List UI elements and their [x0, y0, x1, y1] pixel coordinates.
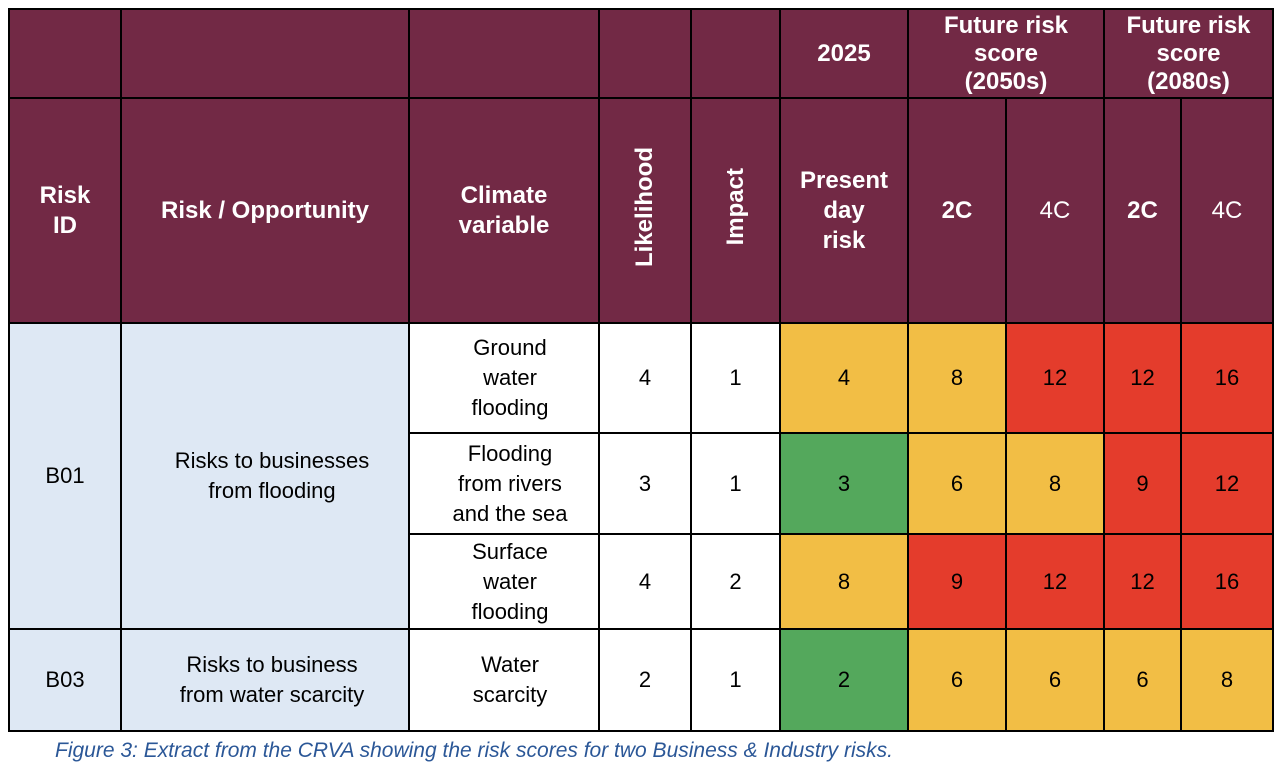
score-2080s-2c-cell: 6	[1103, 628, 1182, 732]
score-2050s-4c-cell: 8	[1005, 432, 1105, 535]
header-likelihood-label: Likelihood	[631, 146, 658, 267]
score-2050s-2c-cell: 9	[907, 533, 1007, 630]
present-day-risk-cell: 8	[779, 533, 909, 630]
header-empty-cell	[8, 8, 122, 99]
table-row: B03 Risks to business from water scarcit…	[8, 628, 1274, 732]
score-2080s-4c-cell: 12	[1180, 432, 1274, 535]
header-2080s-4c: 4C	[1180, 97, 1274, 324]
header-likelihood: Likelihood	[598, 97, 692, 324]
header-impact-label: Impact	[721, 167, 749, 246]
header-risk-id: Risk ID	[8, 97, 122, 324]
score-2050s-2c-cell: 8	[907, 322, 1007, 434]
header-2050s-2c: 2C	[907, 97, 1007, 324]
score-2080s-2c-cell: 12	[1103, 322, 1182, 434]
risk-opportunity-cell: Risks to businesses from flooding	[120, 322, 410, 630]
climate-variable-cell: Water scarcity	[408, 628, 600, 732]
risk-opportunity-cell: Risks to business from water scarcity	[120, 628, 410, 732]
impact-cell: 1	[690, 628, 781, 732]
risk-scores-table: 2025 Future risk score (2050s) Future ri…	[8, 8, 1274, 732]
impact-cell: 2	[690, 533, 781, 630]
header-empty-cell	[598, 8, 692, 99]
likelihood-cell: 2	[598, 628, 692, 732]
present-day-risk-cell: 3	[779, 432, 909, 535]
score-2050s-2c-cell: 6	[907, 432, 1007, 535]
climate-variable-cell: Flooding from rivers and the sea	[408, 432, 600, 535]
header-2080s-2c: 2C	[1103, 97, 1182, 324]
header-future-risk-2050s: Future risk score (2050s)	[907, 8, 1105, 99]
header-row-main: Risk ID Risk / Opportunity Climate varia…	[8, 97, 1274, 324]
header-impact: Impact	[690, 97, 781, 324]
header-year-2025: 2025	[779, 8, 909, 99]
header-climate-variable: Climate variable	[408, 97, 600, 324]
present-day-risk-cell: 4	[779, 322, 909, 434]
header-empty-cell	[690, 8, 781, 99]
score-2050s-4c-cell: 12	[1005, 322, 1105, 434]
figure-caption: Figure 3: Extract from the CRVA showing …	[55, 739, 893, 762]
impact-cell: 1	[690, 322, 781, 434]
header-present-day-risk: Present day risk	[779, 97, 909, 324]
climate-variable-cell: Ground water flooding	[408, 322, 600, 434]
score-2080s-2c-cell: 12	[1103, 533, 1182, 630]
header-row-top: 2025 Future risk score (2050s) Future ri…	[8, 8, 1274, 99]
header-2050s-4c: 4C	[1005, 97, 1105, 324]
present-day-risk-cell: 2	[779, 628, 909, 732]
risk-id-cell: B03	[8, 628, 122, 732]
score-2080s-2c-cell: 9	[1103, 432, 1182, 535]
score-2050s-2c-cell: 6	[907, 628, 1007, 732]
header-risk-opportunity: Risk / Opportunity	[120, 97, 410, 324]
climate-variable-cell: Surface water flooding	[408, 533, 600, 630]
score-2050s-4c-cell: 6	[1005, 628, 1105, 732]
header-future-risk-2080s: Future risk score (2080s)	[1103, 8, 1274, 99]
score-2080s-4c-cell: 8	[1180, 628, 1274, 732]
table-row: Surface water flooding 4 2 8 9 12 12 16	[9, 533, 1274, 630]
table-row: B01 Risks to businesses from flooding Gr…	[8, 322, 1274, 630]
header-empty-cell	[120, 8, 410, 99]
score-2080s-4c-cell: 16	[1180, 322, 1274, 434]
likelihood-cell: 4	[598, 533, 692, 630]
impact-cell: 1	[690, 432, 781, 535]
score-2050s-4c-cell: 12	[1005, 533, 1105, 630]
likelihood-cell: 3	[598, 432, 692, 535]
header-empty-cell	[408, 8, 600, 99]
table-row: Flooding from rivers and the sea 3 1 3 6…	[9, 432, 1274, 535]
score-2080s-4c-cell: 16	[1180, 533, 1274, 630]
likelihood-cell: 4	[598, 322, 692, 434]
risk-id-cell: B01	[8, 322, 122, 630]
